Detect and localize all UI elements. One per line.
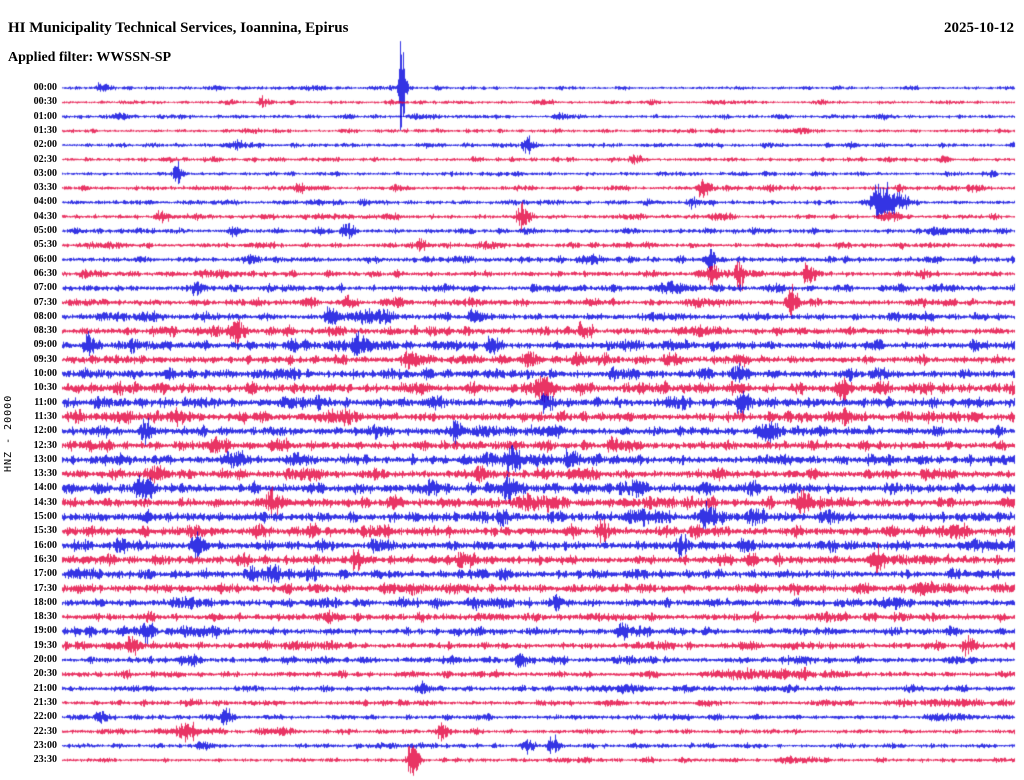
time-label: 06:00 xyxy=(33,253,57,265)
time-label: 23:00 xyxy=(33,739,57,751)
time-label: 15:30 xyxy=(33,525,57,537)
time-label: 09:00 xyxy=(33,339,57,351)
time-label: 20:00 xyxy=(33,654,57,665)
time-label: 13:00 xyxy=(33,453,57,465)
time-label: 04:00 xyxy=(33,196,57,208)
time-label: 08:00 xyxy=(33,310,57,322)
time-label: 12:00 xyxy=(33,425,57,437)
time-label: 11:00 xyxy=(34,396,57,408)
time-label: 06:30 xyxy=(33,267,57,279)
time-label: 07:30 xyxy=(33,296,57,308)
time-label: 21:30 xyxy=(33,696,57,708)
header-date: 2025-10-12 xyxy=(944,20,1014,36)
time-label: 01:00 xyxy=(33,110,57,122)
time-label: 13:30 xyxy=(33,468,57,480)
time-label: 04:30 xyxy=(33,210,57,222)
time-label: 19:30 xyxy=(33,639,57,651)
time-label: 08:30 xyxy=(33,325,57,337)
time-label: 01:30 xyxy=(33,124,57,136)
time-label: 22:30 xyxy=(33,725,57,737)
time-label: 18:00 xyxy=(33,596,57,608)
time-label: 10:30 xyxy=(33,382,57,394)
time-label: 22:00 xyxy=(33,711,57,723)
page-title: HI Municipality Technical Services, Ioan… xyxy=(8,20,349,36)
time-label: 19:00 xyxy=(33,625,57,637)
time-label: 09:30 xyxy=(33,353,57,365)
time-label: 16:30 xyxy=(33,553,57,565)
filter-label: Applied filter: WWSSN-SP xyxy=(8,50,172,65)
time-label: 05:00 xyxy=(33,225,57,236)
time-label: 10:00 xyxy=(33,368,57,379)
time-label: 03:00 xyxy=(33,167,57,179)
time-label: 14:30 xyxy=(33,496,57,508)
time-label: 11:30 xyxy=(34,410,57,422)
time-label: 00:00 xyxy=(33,82,57,93)
time-label: 15:00 xyxy=(33,511,57,522)
time-label: 02:00 xyxy=(33,139,57,151)
time-label: 21:00 xyxy=(33,682,57,694)
time-label: 20:30 xyxy=(33,668,57,680)
time-label: 18:30 xyxy=(33,611,57,623)
time-label: 16:00 xyxy=(33,539,57,551)
time-label: 03:30 xyxy=(33,182,57,194)
time-label: 02:30 xyxy=(33,153,57,165)
time-label: 12:30 xyxy=(33,439,57,451)
time-label: 14:00 xyxy=(33,482,57,494)
time-label: 07:00 xyxy=(33,282,57,294)
time-label: 17:30 xyxy=(33,582,57,594)
time-label: 00:30 xyxy=(33,96,57,108)
time-label: 17:00 xyxy=(33,568,57,580)
time-label: 05:30 xyxy=(33,239,57,251)
time-label: 23:30 xyxy=(33,754,57,766)
